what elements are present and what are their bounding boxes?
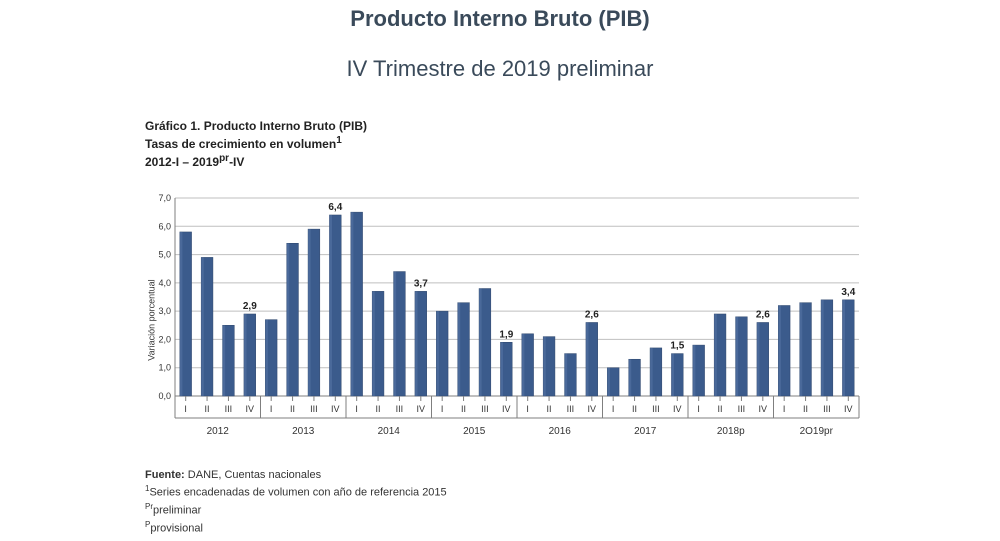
svg-text:2,9: 2,9 <box>243 301 257 312</box>
fn1-text: Series encadenadas de volumen con año de… <box>149 487 446 499</box>
caption-sup2: pr <box>219 153 229 164</box>
chart-svg: 0,01,02,03,04,05,06,07,0IIIIIIIV2,92012I… <box>145 190 865 450</box>
caption-sup1: 1 <box>336 135 342 146</box>
svg-text:II: II <box>632 404 637 414</box>
svg-text:I: I <box>612 404 615 414</box>
svg-text:I: I <box>441 404 444 414</box>
svg-text:2016: 2016 <box>549 426 572 437</box>
svg-text:4,0: 4,0 <box>158 278 171 288</box>
svg-text:3,4: 3,4 <box>841 287 855 298</box>
svg-text:II: II <box>376 404 381 414</box>
footnote-2: Prpreliminar <box>145 501 447 519</box>
svg-text:0,0: 0,0 <box>158 391 171 401</box>
fuente-label: Fuente: <box>145 469 185 481</box>
svg-text:IV: IV <box>417 404 426 414</box>
footnote-3: Pprovisional <box>145 519 447 537</box>
svg-text:II: II <box>803 404 808 414</box>
fn2-sup: Pr <box>145 502 153 511</box>
svg-text:I: I <box>270 404 273 414</box>
svg-text:2013: 2013 <box>292 426 315 437</box>
svg-text:7,0: 7,0 <box>158 193 171 203</box>
footnote-source: Fuente: DANE, Cuentas nacionales <box>145 468 447 483</box>
svg-text:IV: IV <box>759 404 768 414</box>
svg-text:II: II <box>461 404 466 414</box>
page-title: Producto Interno Bruto (PIB) <box>0 6 1000 32</box>
svg-text:I: I <box>184 404 187 414</box>
page-subtitle: IV Trimestre de 2019 preliminar <box>0 56 1000 82</box>
svg-text:II: II <box>290 404 295 414</box>
svg-text:2,6: 2,6 <box>585 309 599 320</box>
svg-text:2017: 2017 <box>634 426 657 437</box>
svg-text:1,9: 1,9 <box>499 329 513 340</box>
svg-text:IV: IV <box>844 404 853 414</box>
svg-text:IV: IV <box>246 404 255 414</box>
y-axis-label: Variación porcentual <box>147 279 157 360</box>
caption-line3a: 2012-I – 2019 <box>145 155 219 169</box>
footnotes: Fuente: DANE, Cuentas nacionales 1Series… <box>145 468 447 538</box>
svg-text:1,0: 1,0 <box>158 363 171 373</box>
pib-bar-chart: Variación porcentual 0,0 1,0 2,0 3,0 4,0 5,0 6… <box>145 190 865 450</box>
svg-text:I: I <box>697 404 700 414</box>
svg-text:2012: 2012 <box>207 426 230 437</box>
svg-text:III: III <box>567 404 575 414</box>
svg-text:2014: 2014 <box>378 426 401 437</box>
svg-text:III: III <box>738 404 746 414</box>
svg-text:I: I <box>355 404 358 414</box>
svg-text:III: III <box>652 404 660 414</box>
svg-text:6,4: 6,4 <box>328 202 342 213</box>
svg-text:2018p: 2018p <box>717 426 745 437</box>
svg-text:2,0: 2,0 <box>158 334 171 344</box>
svg-text:III: III <box>481 404 489 414</box>
svg-text:2O19pr: 2O19pr <box>800 426 834 437</box>
svg-text:III: III <box>396 404 404 414</box>
svg-text:IV: IV <box>331 404 340 414</box>
svg-text:2,6: 2,6 <box>756 309 770 320</box>
svg-text:1,5: 1,5 <box>670 341 684 352</box>
chart-caption: Gráfico 1. Producto Interno Bruto (PIB) … <box>145 118 367 171</box>
caption-line2: Tasas de crecimiento en volumen <box>145 137 336 151</box>
svg-text:2015: 2015 <box>463 426 486 437</box>
svg-text:3,7: 3,7 <box>414 278 428 289</box>
svg-text:II: II <box>547 404 552 414</box>
fn2-text: preliminar <box>153 505 201 517</box>
caption-line1: Gráfico 1. Producto Interno Bruto (PIB) <box>145 119 367 133</box>
svg-text:II: II <box>718 404 723 414</box>
svg-text:IV: IV <box>673 404 682 414</box>
svg-text:3,0: 3,0 <box>158 306 171 316</box>
svg-text:6,0: 6,0 <box>158 221 171 231</box>
svg-text:IV: IV <box>502 404 511 414</box>
caption-line3b: -IV <box>229 155 244 169</box>
svg-text:III: III <box>310 404 318 414</box>
svg-text:III: III <box>225 404 233 414</box>
fn3-text: provisional <box>150 523 203 535</box>
svg-text:II: II <box>205 404 210 414</box>
svg-text:IV: IV <box>588 404 597 414</box>
svg-text:I: I <box>783 404 786 414</box>
svg-text:5,0: 5,0 <box>158 250 171 260</box>
svg-text:III: III <box>823 404 831 414</box>
fuente-text: DANE, Cuentas nacionales <box>185 469 321 481</box>
svg-text:I: I <box>526 404 529 414</box>
footnote-1: 1Series encadenadas de volumen con año d… <box>145 483 447 501</box>
